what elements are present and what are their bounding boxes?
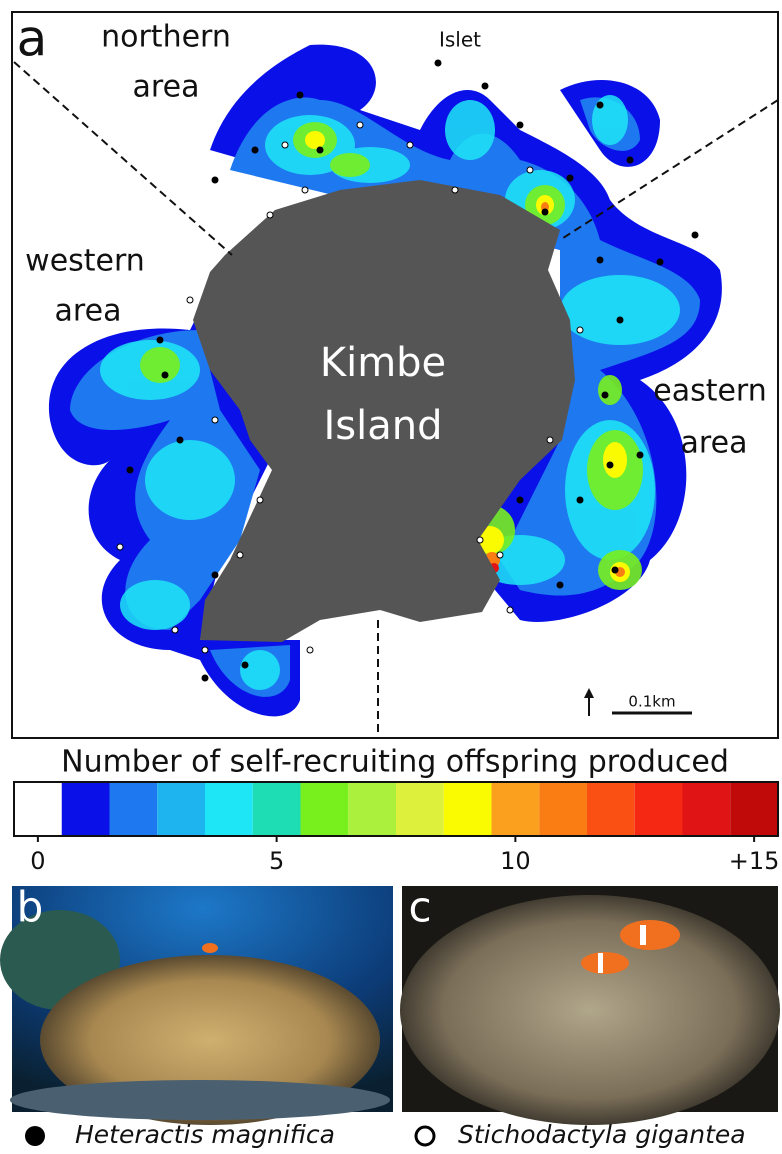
colorbar-cell [61, 782, 110, 836]
north-arrow [584, 688, 594, 716]
colorbar-cell [396, 782, 444, 836]
sector-lines [13, 61, 779, 736]
colorbar-cell [587, 782, 635, 836]
photo-c [400, 886, 780, 1125]
open-sites [116, 121, 584, 654]
colorbar-cell [539, 782, 587, 836]
scale-label: 0.1km [628, 693, 675, 711]
colorbar-cell [109, 782, 158, 836]
colorbar-tick-label: +15 [729, 847, 780, 875]
legend-label: Heteractis magnifica [75, 1120, 335, 1149]
colorbar-tick-label: 5 [269, 847, 284, 875]
panel-label: b [17, 883, 44, 932]
colorbar-tick-label: 10 [500, 847, 531, 875]
photo-b [0, 886, 393, 1125]
legend-marker [25, 1126, 45, 1146]
panel-label: a [17, 10, 48, 68]
island [193, 180, 575, 642]
legend-label: Stichodactyla gigantea [458, 1120, 746, 1149]
colorbar-cell [252, 782, 301, 836]
colorbar-cell [300, 782, 349, 836]
region-label: area [55, 294, 122, 329]
region-label: area [681, 426, 748, 461]
island-label: Kimbe [320, 340, 446, 386]
colorbar-cell [634, 782, 683, 836]
density-map [48, 44, 722, 717]
colorbar-cell [157, 782, 205, 836]
colorbar-cell [730, 782, 778, 836]
colorbar-cell [14, 782, 62, 836]
region-label: western [25, 244, 145, 279]
colorbar-frame [13, 781, 779, 837]
filled-sites [126, 59, 699, 682]
panel-label: c [408, 883, 431, 932]
colorbar-tick-label: 0 [30, 847, 45, 875]
region-label: northern [101, 20, 231, 55]
colorbar-cell [682, 782, 731, 836]
colorbar: 0 5 10 +15 [13, 781, 780, 875]
island-label: Island [323, 403, 442, 449]
colorbar-title: Number of self-recruiting offspring prod… [61, 745, 729, 780]
region-label: area [133, 70, 200, 105]
legend-marker [414, 1125, 436, 1147]
colorbar-cell [348, 782, 396, 836]
colorbar-cell [205, 782, 253, 836]
islet-label: Islet [439, 28, 481, 52]
colorbar-cell [491, 782, 540, 836]
region-label: eastern [653, 374, 767, 409]
colorbar-cell [443, 782, 492, 836]
